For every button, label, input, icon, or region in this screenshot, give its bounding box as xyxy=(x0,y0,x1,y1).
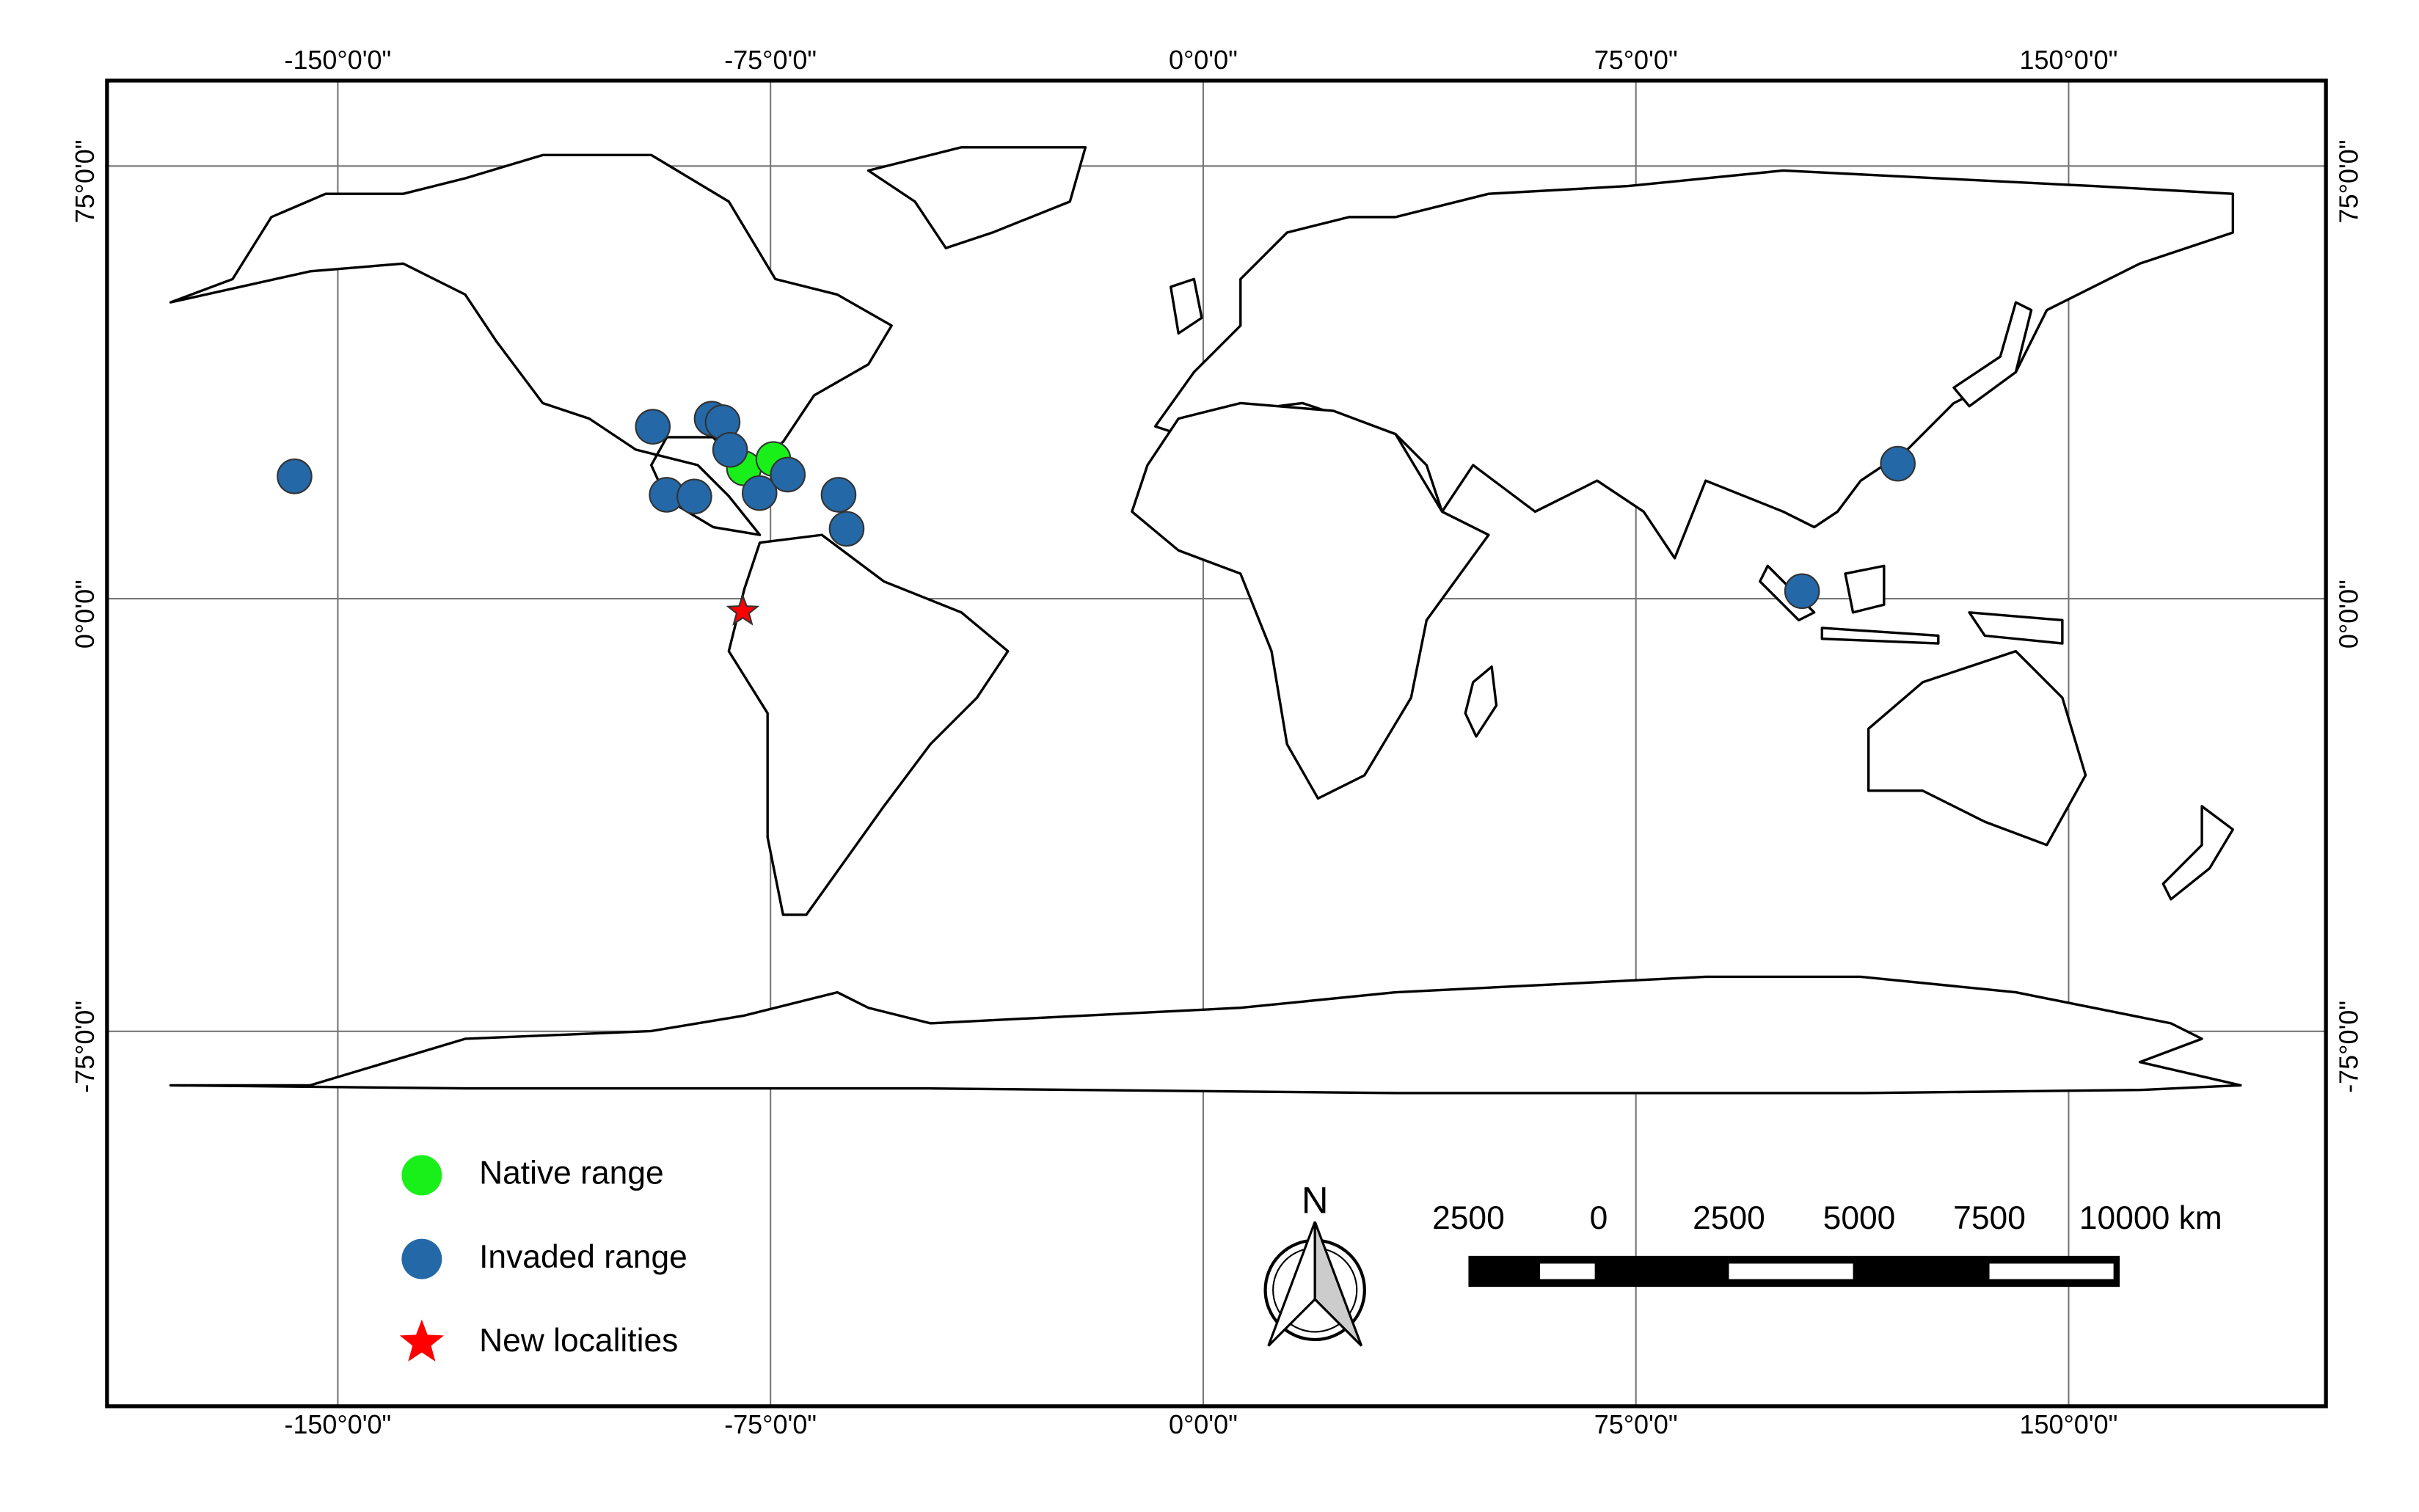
legend-label: New localities xyxy=(479,1323,678,1359)
scale-label: 0 xyxy=(1590,1200,1608,1236)
south-america xyxy=(727,533,1010,916)
greenland xyxy=(866,146,1087,249)
scale-label: 10000 km xyxy=(2079,1200,2222,1236)
scale-label: 2500 xyxy=(1432,1200,1505,1236)
scale-segment xyxy=(1989,1263,2114,1279)
lon-label-top: 150°0'0" xyxy=(2020,45,2118,75)
australia xyxy=(1867,649,2087,847)
scale-segment xyxy=(1540,1263,1595,1279)
lon-label-top: 0°0'0" xyxy=(1169,45,1238,75)
scale-bar: 2500 0 2500 5000 7500 10000 km xyxy=(1432,1200,2222,1288)
legend: Native range Invaded range New localities xyxy=(399,1155,687,1362)
occurrence xyxy=(676,478,712,515)
occurrence xyxy=(820,477,857,513)
north-arrow-right xyxy=(1313,1221,1363,1347)
occurrence xyxy=(828,511,865,547)
occurrence-points xyxy=(277,401,1916,626)
scale-segment xyxy=(1729,1263,1853,1279)
antarctica xyxy=(169,975,2242,1095)
lon-label-bottom: 150°0'0" xyxy=(2020,1409,2118,1439)
lat-label-right: 0°0'0" xyxy=(2333,580,2363,649)
lon-label-top: 75°0'0" xyxy=(1594,45,1678,75)
graticule-labels: -150°0'0" -150°0'0" -75°0'0" -75°0'0" 0°0'0"… xyxy=(70,45,2364,1439)
occurrence xyxy=(712,431,748,468)
scale-label: 7500 xyxy=(1953,1200,2026,1236)
lon-label-top: -150°0'0" xyxy=(285,45,392,75)
lat-label-right: 75°0'0" xyxy=(2333,139,2363,223)
occurrence xyxy=(741,475,778,511)
lon-label-bottom: 0°0'0" xyxy=(1169,1409,1238,1439)
lat-label-left: 75°0'0" xyxy=(70,139,100,223)
new-zealand xyxy=(2161,805,2235,901)
legend-symbol xyxy=(401,1238,442,1279)
british-isles xyxy=(1169,277,1203,335)
occurrence xyxy=(1784,573,1820,610)
lon-label-top: -75°0'0" xyxy=(724,45,817,75)
legend-symbol xyxy=(401,1155,442,1196)
new-locality xyxy=(726,594,760,626)
north-label: N xyxy=(1302,1179,1329,1221)
map-frame xyxy=(105,78,2328,1409)
japan xyxy=(1952,301,2033,408)
indonesia xyxy=(1759,564,2064,645)
scale-label: 2500 xyxy=(1693,1200,1765,1236)
lat-label-left: 0°0'0" xyxy=(70,580,100,649)
scale-label: 5000 xyxy=(1823,1200,1896,1236)
lon-label-bottom: -150°0'0" xyxy=(285,1409,392,1439)
lat-label-right: -75°0'0" xyxy=(2333,1001,2363,1093)
occurrence xyxy=(277,459,313,494)
lon-label-bottom: 75°0'0" xyxy=(1594,1409,1678,1439)
occurrence xyxy=(770,456,806,493)
legend-symbol xyxy=(399,1319,445,1362)
africa xyxy=(1131,401,1490,800)
lat-label-left: -75°0'0" xyxy=(70,1001,100,1093)
madagascar xyxy=(1464,665,1498,738)
north-arrow: N xyxy=(1263,1179,1366,1347)
occurrence xyxy=(635,409,671,445)
legend-label: Invaded range xyxy=(479,1239,687,1275)
legend-label: Native range xyxy=(479,1155,664,1191)
lon-label-bottom: -75°0'0" xyxy=(724,1409,817,1439)
occurrence xyxy=(1880,445,1916,482)
